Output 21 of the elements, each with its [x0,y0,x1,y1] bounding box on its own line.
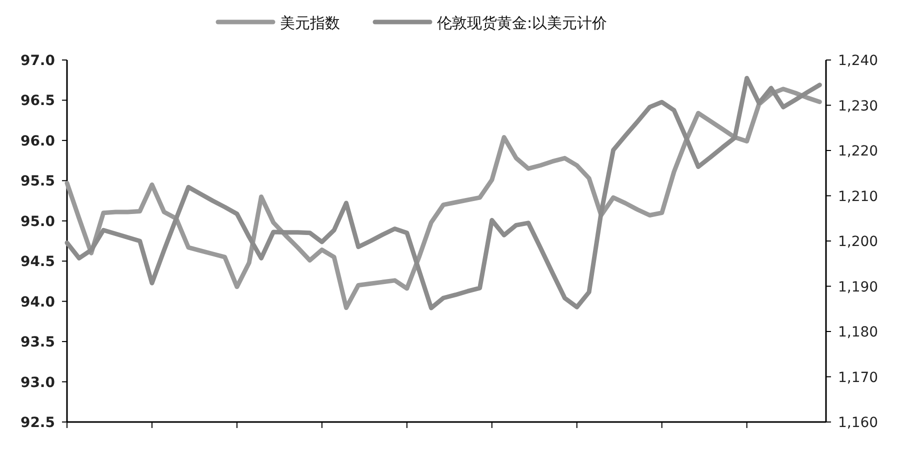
y-tick-label: 93.5 [20,334,55,351]
y2-tick-label: 1,230 [838,98,878,114]
y-tick-label: 96.0 [20,133,56,150]
legend-label: 伦敦现货黄金:以美元计价 [437,14,608,32]
y2-tick-label: 1,190 [838,279,878,296]
y2-tick-label: 1,180 [838,324,878,340]
y-tick-label: 96.5 [20,93,55,110]
legend-label: 美元指数 [280,14,340,32]
y-tick-label: 97.0 [20,53,56,69]
y2-tick-label: 1,200 [838,234,878,250]
y2-tick-label: 1,170 [838,370,878,386]
y-tick-label: 93.0 [20,374,56,391]
y-tick-label: 95.0 [20,214,56,230]
y-tick-label: 95.5 [20,174,55,190]
y-tick-label: 94.5 [20,254,55,270]
y-tick-label: 94.0 [20,294,56,310]
y2-tick-label: 1,210 [838,188,878,205]
y2-tick-label: 1,220 [838,144,878,160]
y2-tick-label: 1,240 [838,53,878,69]
y2-tick-label: 1,160 [838,415,878,431]
y-tick-label: 92.5 [20,415,55,431]
